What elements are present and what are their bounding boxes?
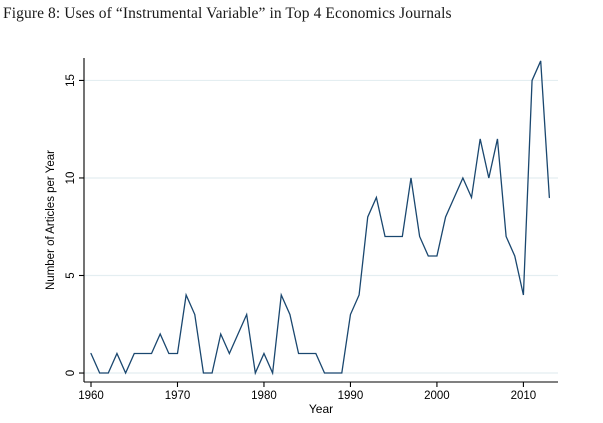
x-tick-label: 2010 [511, 390, 537, 402]
x-tick-label: 1960 [78, 390, 104, 402]
x-tick-label: 2000 [424, 390, 450, 402]
y-tick-label: 0 [65, 370, 77, 376]
data-line [90, 60, 550, 376]
y-tick-label: 15 [65, 74, 77, 87]
x-tick-label: 1970 [165, 390, 191, 402]
x-tick-label: 1980 [251, 390, 277, 402]
y-axis-title: Number of Articles per Year [45, 150, 57, 290]
y-tick-label: 5 [65, 272, 77, 278]
x-axis-title: Year [309, 402, 333, 416]
y-tick-label: 10 [65, 172, 77, 185]
x-tick-label: 1990 [338, 390, 364, 402]
figure-title: Figure 8: Uses of “Instrumental Variable… [3, 5, 452, 22]
